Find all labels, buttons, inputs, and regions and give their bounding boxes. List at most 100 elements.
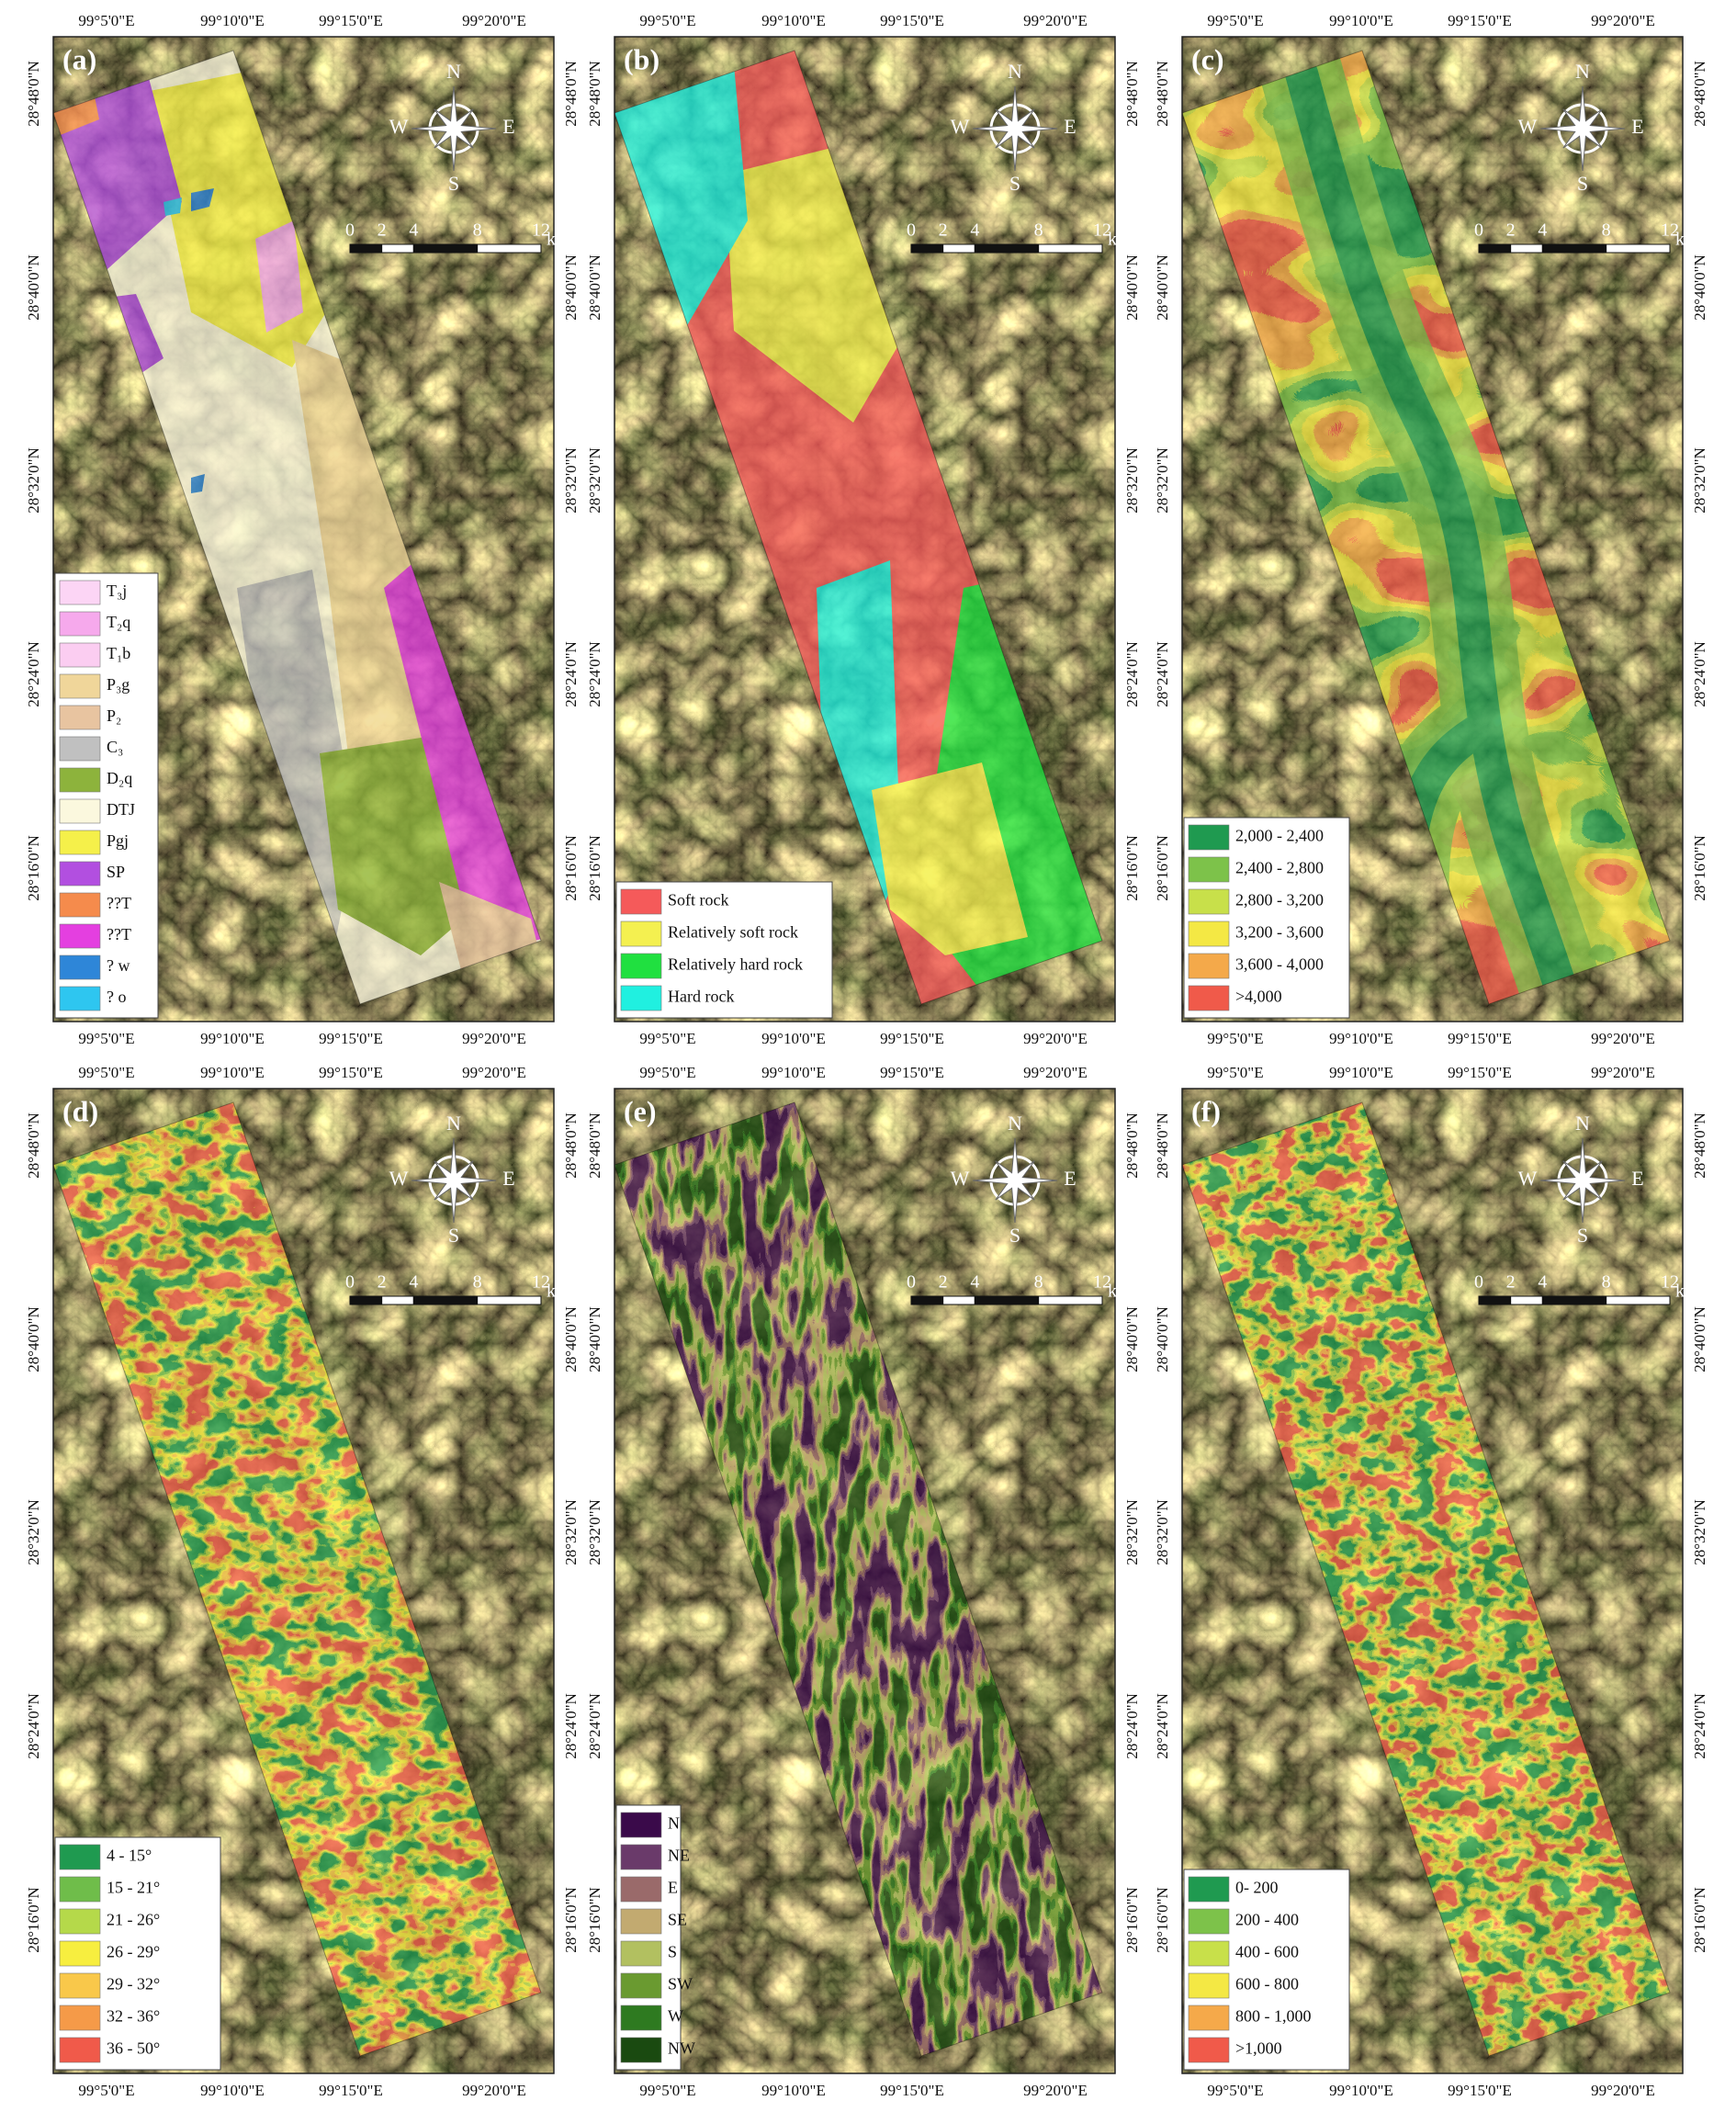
legend-swatch (59, 2005, 101, 2031)
legend-swatch (59, 1972, 101, 1999)
panel-label: (e) (624, 1094, 657, 1127)
legend-swatch (59, 705, 101, 730)
scale-segment (412, 1295, 479, 1305)
longitude-label: 99°5'0"E (1207, 2082, 1263, 2099)
scale-label: 2 (939, 1272, 948, 1293)
map-frame (1181, 36, 1684, 1022)
compass-letter: N (1575, 60, 1590, 83)
legend-box (1183, 817, 1350, 1019)
map-frame (52, 1088, 555, 2074)
legend-label: P₂ (107, 706, 121, 725)
scale-label: 0 (907, 220, 916, 241)
latitude-label: 28°16'0"N (586, 835, 603, 901)
latitude-label: 28°48'0"N (562, 61, 580, 127)
study-area-outline (52, 1101, 542, 2057)
scale-label: 4 (409, 1272, 418, 1293)
scale-segment (1541, 1295, 1607, 1305)
compass-rose (1539, 85, 1626, 172)
compass-letter: W (951, 115, 970, 138)
scale-segment (1606, 1295, 1671, 1305)
legend-label: SW (668, 1975, 693, 1993)
latitude-label: 28°32'0"N (1123, 1499, 1141, 1565)
longitude-label: 99°5'0"E (78, 1064, 134, 1081)
longitude-label: 99°15'0"E (1448, 2082, 1512, 2099)
latitude-label: 28°40'0"N (1691, 254, 1708, 321)
latitude-label: 28°32'0"N (562, 447, 580, 514)
latitude-label: 28°48'0"N (586, 1112, 603, 1179)
legend-swatch (59, 892, 101, 918)
latitude-label: 28°48'0"N (25, 1112, 42, 1179)
longitude-label: 99°10'0"E (200, 1064, 265, 1081)
legend-swatch (59, 861, 101, 887)
legend-swatch (59, 830, 101, 855)
latitude-label: 28°40'0"N (586, 1306, 603, 1372)
latitude-label: 28°24'0"N (1691, 641, 1708, 707)
latitude-label: 28°40'0"N (25, 254, 42, 321)
legend-label: >1,000 (1235, 2039, 1282, 2058)
latitude-label: 28°16'0"N (1154, 1887, 1171, 1953)
latitude-label: 28°16'0"N (1691, 835, 1708, 901)
scale-segment (974, 243, 1040, 254)
longitude-label: 99°15'0"E (1448, 12, 1512, 29)
scale-label: 4 (970, 1272, 979, 1293)
longitude-label: 99°15'0"E (880, 1064, 944, 1081)
compass-letter: N (446, 60, 461, 83)
legend-label: ? o (107, 988, 127, 1006)
legend-label: NE (668, 1847, 690, 1865)
legend-swatch (620, 888, 662, 915)
panel-label: (b) (624, 42, 659, 75)
legend-swatch (620, 1876, 662, 1903)
latitude-label: 28°48'0"N (1154, 1112, 1171, 1179)
compass-letter: N (446, 1112, 461, 1135)
latitude-label: 28°32'0"N (1154, 1499, 1171, 1565)
longitude-label: 99°15'0"E (1448, 1064, 1512, 1081)
scale-label: 12 (1093, 1272, 1111, 1293)
longitude-label: 99°15'0"E (880, 2082, 944, 2099)
compass-rose (972, 1137, 1058, 1224)
scale-label: 0 (345, 1272, 355, 1293)
legend-label: 3,200 - 3,600 (1235, 923, 1324, 942)
scale-label: 8 (1034, 220, 1043, 241)
legend-swatch (1188, 888, 1230, 915)
legend-label: 26 - 29° (107, 1943, 160, 1961)
legend-swatch (1188, 1972, 1230, 1999)
longitude-label: 99°10'0"E (761, 1064, 826, 1081)
latitude-label: 28°24'0"N (25, 641, 42, 707)
legend-swatch (1188, 1876, 1230, 1903)
study-area-outline (1181, 50, 1671, 1005)
latitude-label: 28°40'0"N (25, 1306, 42, 1372)
scale-segment (1541, 243, 1607, 254)
scale-label: 12 (532, 220, 550, 241)
longitude-label: 99°15'0"E (1448, 1030, 1512, 1047)
legend-swatch (59, 2037, 101, 2063)
longitude-label: 99°5'0"E (639, 2082, 695, 2099)
legend-label: 600 - 800 (1235, 1975, 1299, 1993)
legend-label: ??T (107, 925, 131, 943)
latitude-label: 28°32'0"N (1691, 1499, 1708, 1565)
latitude-label: 28°48'0"N (1123, 61, 1141, 127)
scale-segment (974, 1295, 1040, 1305)
latitude-label: 28°48'0"N (1154, 61, 1171, 127)
latitude-label: 28°24'0"N (562, 1693, 580, 1759)
longitude-label: 99°10'0"E (200, 1030, 265, 1047)
compass-letter: E (1631, 1167, 1643, 1190)
compass-letter: S (1009, 1224, 1020, 1247)
latitude-label: 28°16'0"N (562, 1887, 580, 1953)
scale-segment (381, 1295, 414, 1305)
legend-swatch (59, 986, 101, 1011)
scale-segment (412, 243, 479, 254)
legend-label: D₂q (107, 769, 132, 787)
scale-unit: km (547, 230, 570, 250)
legend-label: T₁b (107, 644, 130, 662)
legend-label: P₃g (107, 675, 130, 694)
legend-label: W (668, 2007, 683, 2026)
latitude-label: 28°48'0"N (1123, 1112, 1141, 1179)
latitude-label: 28°40'0"N (1154, 254, 1171, 321)
legend-swatch (59, 767, 101, 793)
compass-letter: E (1064, 1167, 1076, 1190)
legend-swatch (620, 1972, 662, 1999)
legend-swatch (1188, 1940, 1230, 1967)
compass-letter: N (1008, 60, 1022, 83)
